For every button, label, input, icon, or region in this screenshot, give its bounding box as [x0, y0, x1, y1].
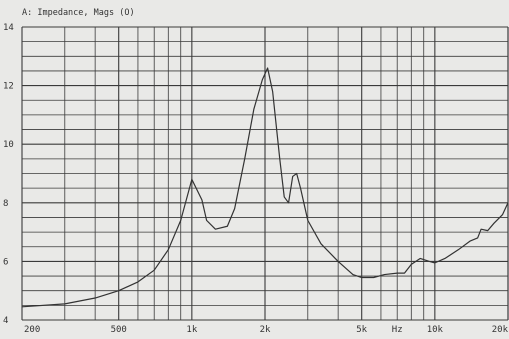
x-tick-label: 5k	[356, 325, 367, 335]
curve-layer	[21, 67, 509, 308]
x-tick-label: 200	[24, 325, 40, 335]
y-tick-label: 10	[3, 140, 14, 150]
x-tick-label: 1k	[186, 325, 197, 335]
y-tick-label: 12	[3, 82, 14, 92]
x-tick-label: 500	[111, 325, 127, 335]
y-tick-label: 4	[3, 316, 8, 326]
x-tick-label: Hz	[392, 325, 403, 335]
y-tick-label: 6	[3, 257, 8, 267]
x-tick-label: 10k	[427, 325, 444, 335]
label-layer: 4 6 8 10 12 14 200 500 1k 2k 5k Hz 10k 20k	[3, 23, 509, 335]
x-tick-label: 2k	[260, 325, 271, 335]
impedance-curve	[21, 67, 509, 308]
y-tick-label: 8	[3, 199, 8, 209]
x-tick-label: 20k	[492, 325, 509, 335]
grid-layer	[21, 26, 509, 321]
chart-title: A: Impedance, Mags (O)	[22, 8, 135, 18]
y-tick-label: 14	[3, 23, 14, 33]
